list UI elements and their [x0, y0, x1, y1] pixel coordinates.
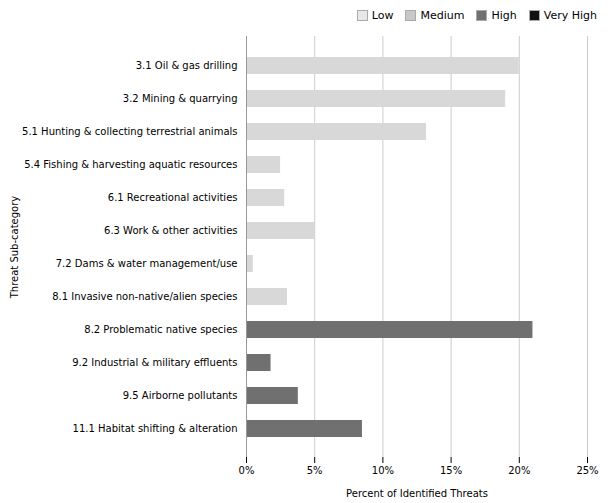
html-text:Low: Low — [371, 8, 394, 22]
svg-text:5.4 Fishing & harvesting aquat: 5.4 Fishing & harvesting aquatic resourc… — [24, 159, 237, 170]
svg-text:6.1 Recreational activities: 6.1 Recreational activities — [108, 192, 238, 203]
svg-text:5.1 Hunting & collecting terre: 5.1 Hunting & collecting terrestrial ani… — [22, 126, 237, 137]
svg-text:10%: 10% — [372, 465, 394, 476]
svg-text:8.2 Problematic native species: 8.2 Problematic native species — [84, 324, 237, 335]
html-text:Very High: Very High — [543, 8, 597, 22]
svg-text:3.1 Oil & gas drilling: 3.1 Oil & gas drilling — [136, 60, 238, 71]
svg-text:7.2 Dams & water management/us: 7.2 Dams & water management/use — [56, 258, 238, 269]
svg-text:15%: 15% — [440, 465, 462, 476]
html-text:Medium: Medium — [420, 8, 465, 22]
svg-text:Percent of Identified Threats: Percent of Identified Threats — [346, 488, 488, 499]
svg-text:0%: 0% — [239, 465, 255, 476]
svg-text:9.5 Airborne pollutants: 9.5 Airborne pollutants — [123, 390, 238, 401]
svg-text:3.2 Mining & quarrying: 3.2 Mining & quarrying — [123, 93, 238, 104]
svg-text:8.1 Invasive non-native/alien: 8.1 Invasive non-native/alien species — [52, 291, 237, 302]
svg-text:9.2 Industrial & military effl: 9.2 Industrial & military effluents — [72, 357, 237, 368]
svg-text:5%: 5% — [307, 465, 323, 476]
html-text:High: High — [491, 8, 517, 22]
svg-text:Threat Sub-category: Threat Sub-category — [9, 196, 20, 300]
svg-text:25%: 25% — [576, 465, 598, 476]
svg-text:6.3 Work & other activities: 6.3 Work & other activities — [104, 225, 237, 236]
svg-text:20%: 20% — [508, 465, 530, 476]
svg-text:11.1 Habitat shifting & altera: 11.1 Habitat shifting & alteration — [73, 423, 238, 434]
